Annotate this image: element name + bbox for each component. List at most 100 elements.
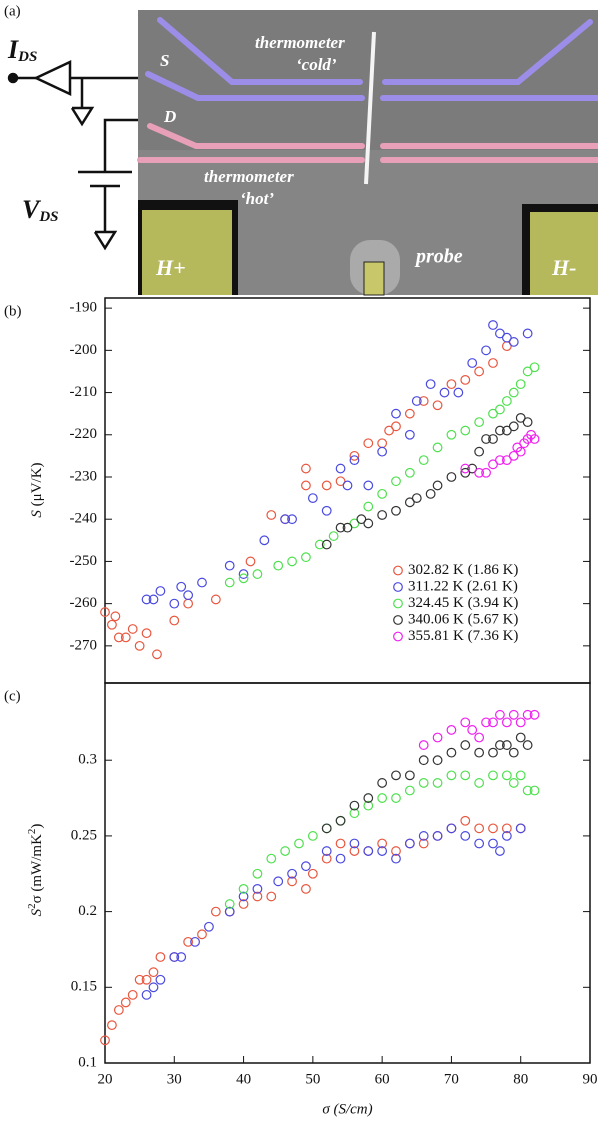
point (259, 535, 270, 546)
point (224, 560, 235, 571)
subscript: DS (17, 49, 37, 65)
point (391, 505, 401, 516)
point (495, 455, 505, 466)
drain-label: D (163, 107, 176, 126)
point (391, 476, 401, 487)
point (328, 531, 339, 541)
point (418, 455, 429, 466)
point (148, 967, 159, 978)
point (508, 421, 519, 432)
point (266, 853, 277, 864)
point (342, 480, 353, 491)
x-tick-label: 90 (583, 1071, 598, 1087)
point (349, 846, 360, 856)
y-axis-label: S (μV/K) (29, 462, 45, 517)
voltage-label: VDS (22, 195, 59, 225)
point (363, 793, 374, 803)
point (377, 488, 388, 499)
point (460, 770, 471, 781)
point (460, 463, 471, 474)
point (391, 421, 401, 432)
point (363, 800, 374, 811)
point (377, 438, 388, 449)
point (432, 442, 443, 453)
point (425, 488, 436, 499)
point (190, 936, 200, 947)
point (522, 366, 533, 377)
point (287, 556, 297, 567)
point (266, 510, 277, 520)
point (120, 997, 131, 1008)
y-label-part: S (29, 510, 45, 518)
legend-label: 355.81 K (7.36 K) (408, 628, 518, 644)
y-tick-label: 0.1 (78, 1054, 97, 1070)
point (522, 709, 533, 720)
point (418, 831, 429, 841)
point (377, 778, 388, 788)
point (210, 594, 221, 605)
point (460, 815, 471, 826)
x-axis-label: σ (S/cm) (322, 1101, 372, 1117)
point (481, 717, 491, 728)
current-label: IDS (7, 35, 37, 65)
point (176, 581, 187, 592)
point (488, 434, 498, 444)
point (266, 891, 277, 902)
point (501, 332, 512, 343)
y-tick-label: 0.15 (71, 979, 97, 995)
point (377, 838, 388, 849)
point (432, 755, 443, 766)
point (446, 725, 457, 735)
point (432, 831, 443, 841)
point (391, 853, 401, 864)
point (446, 770, 457, 781)
point (183, 598, 194, 609)
point (515, 770, 526, 781)
point (252, 883, 263, 894)
point (522, 417, 533, 428)
point (224, 906, 235, 917)
x-tick-label: 80 (513, 1071, 528, 1087)
point (197, 577, 207, 588)
point (432, 400, 443, 411)
point (349, 455, 360, 466)
thermometer-label: thermometer (255, 33, 345, 52)
point (321, 505, 332, 516)
point (238, 569, 249, 579)
point (176, 952, 187, 962)
y-tick-label: -260 (70, 595, 98, 611)
y-tick-label: -240 (70, 511, 98, 527)
point (349, 450, 360, 461)
point (467, 358, 478, 368)
point (515, 823, 526, 834)
point (238, 899, 249, 909)
point (432, 480, 443, 491)
point (210, 906, 221, 917)
point (141, 989, 152, 1000)
x-tick-label: 70 (444, 1071, 459, 1087)
point (488, 717, 498, 728)
point (107, 1020, 117, 1031)
point (377, 846, 388, 856)
point (460, 374, 471, 385)
y-axis-label: S2σ (mW/mK2) (26, 824, 46, 917)
point (141, 974, 152, 985)
point (404, 408, 415, 419)
point (107, 619, 117, 630)
point (529, 434, 540, 444)
point (488, 320, 498, 330)
legend-marker (393, 631, 403, 642)
point (349, 838, 360, 849)
legend-label: 324.45 K (3.94 K) (408, 595, 518, 611)
point (391, 793, 401, 803)
point (411, 396, 422, 406)
probe-label: probe (414, 246, 463, 268)
point (529, 785, 540, 796)
electrodes (137, 17, 598, 163)
point (113, 632, 124, 643)
point (127, 989, 138, 1000)
legend-marker (393, 565, 403, 576)
point (252, 569, 263, 579)
point (522, 785, 533, 796)
